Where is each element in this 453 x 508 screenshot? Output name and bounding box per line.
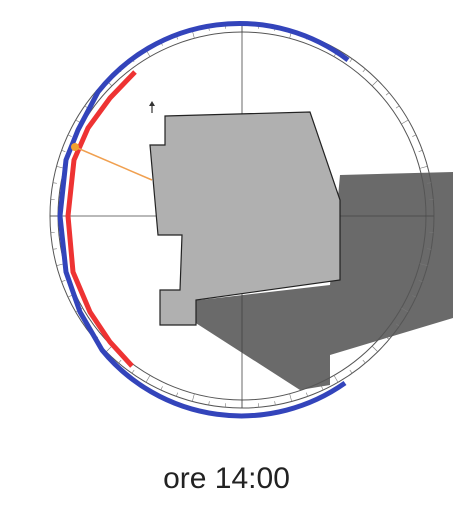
dial-tick <box>419 166 428 169</box>
building <box>149 111 341 326</box>
dial-tick <box>67 134 72 137</box>
dial-tick <box>427 248 432 250</box>
dial-tick <box>118 359 122 364</box>
dial-tick <box>192 393 195 402</box>
dial-tick <box>52 182 57 184</box>
dial-tick <box>371 80 378 87</box>
dial-tick <box>160 386 163 391</box>
dial-tick <box>419 263 428 266</box>
dial-tick <box>401 119 409 125</box>
dial-tick <box>401 307 409 313</box>
dial-tick <box>67 295 72 298</box>
sun-path-red <box>65 70 137 368</box>
arrow-up-icon <box>149 101 155 113</box>
dial-tick <box>362 68 366 73</box>
dial-tick <box>395 105 400 109</box>
dial-tick <box>131 369 135 374</box>
dial-tick <box>306 392 308 397</box>
dial-tick <box>333 375 339 383</box>
dial-tick <box>427 182 432 184</box>
time-caption: ore 14:00 <box>163 462 290 495</box>
dial-tick <box>418 150 423 152</box>
dial-tick <box>385 336 390 340</box>
dial-tick <box>321 386 324 391</box>
building-shadow <box>160 172 453 390</box>
dial-tick <box>61 150 66 152</box>
dial-tick <box>106 345 113 352</box>
dial-tick <box>418 280 423 282</box>
dial-tick <box>52 248 57 250</box>
dial-tick <box>349 58 353 63</box>
sun-position-dot <box>71 143 79 151</box>
dial-tick <box>362 359 366 364</box>
dial-tick <box>412 295 417 298</box>
dial-tick <box>61 280 66 282</box>
dial-tick <box>145 375 151 383</box>
dial-tick <box>371 345 378 352</box>
dial-tick <box>349 369 353 374</box>
dial-tick <box>176 392 178 397</box>
dial-tick <box>385 92 390 96</box>
dial-tick <box>274 401 276 406</box>
sun-ray <box>74 146 153 181</box>
sun-path-blue-top <box>57 21 350 419</box>
dial-tick <box>289 393 292 402</box>
dial-tick <box>412 134 417 137</box>
dial-tick <box>395 323 400 327</box>
dial-tick <box>208 401 210 406</box>
